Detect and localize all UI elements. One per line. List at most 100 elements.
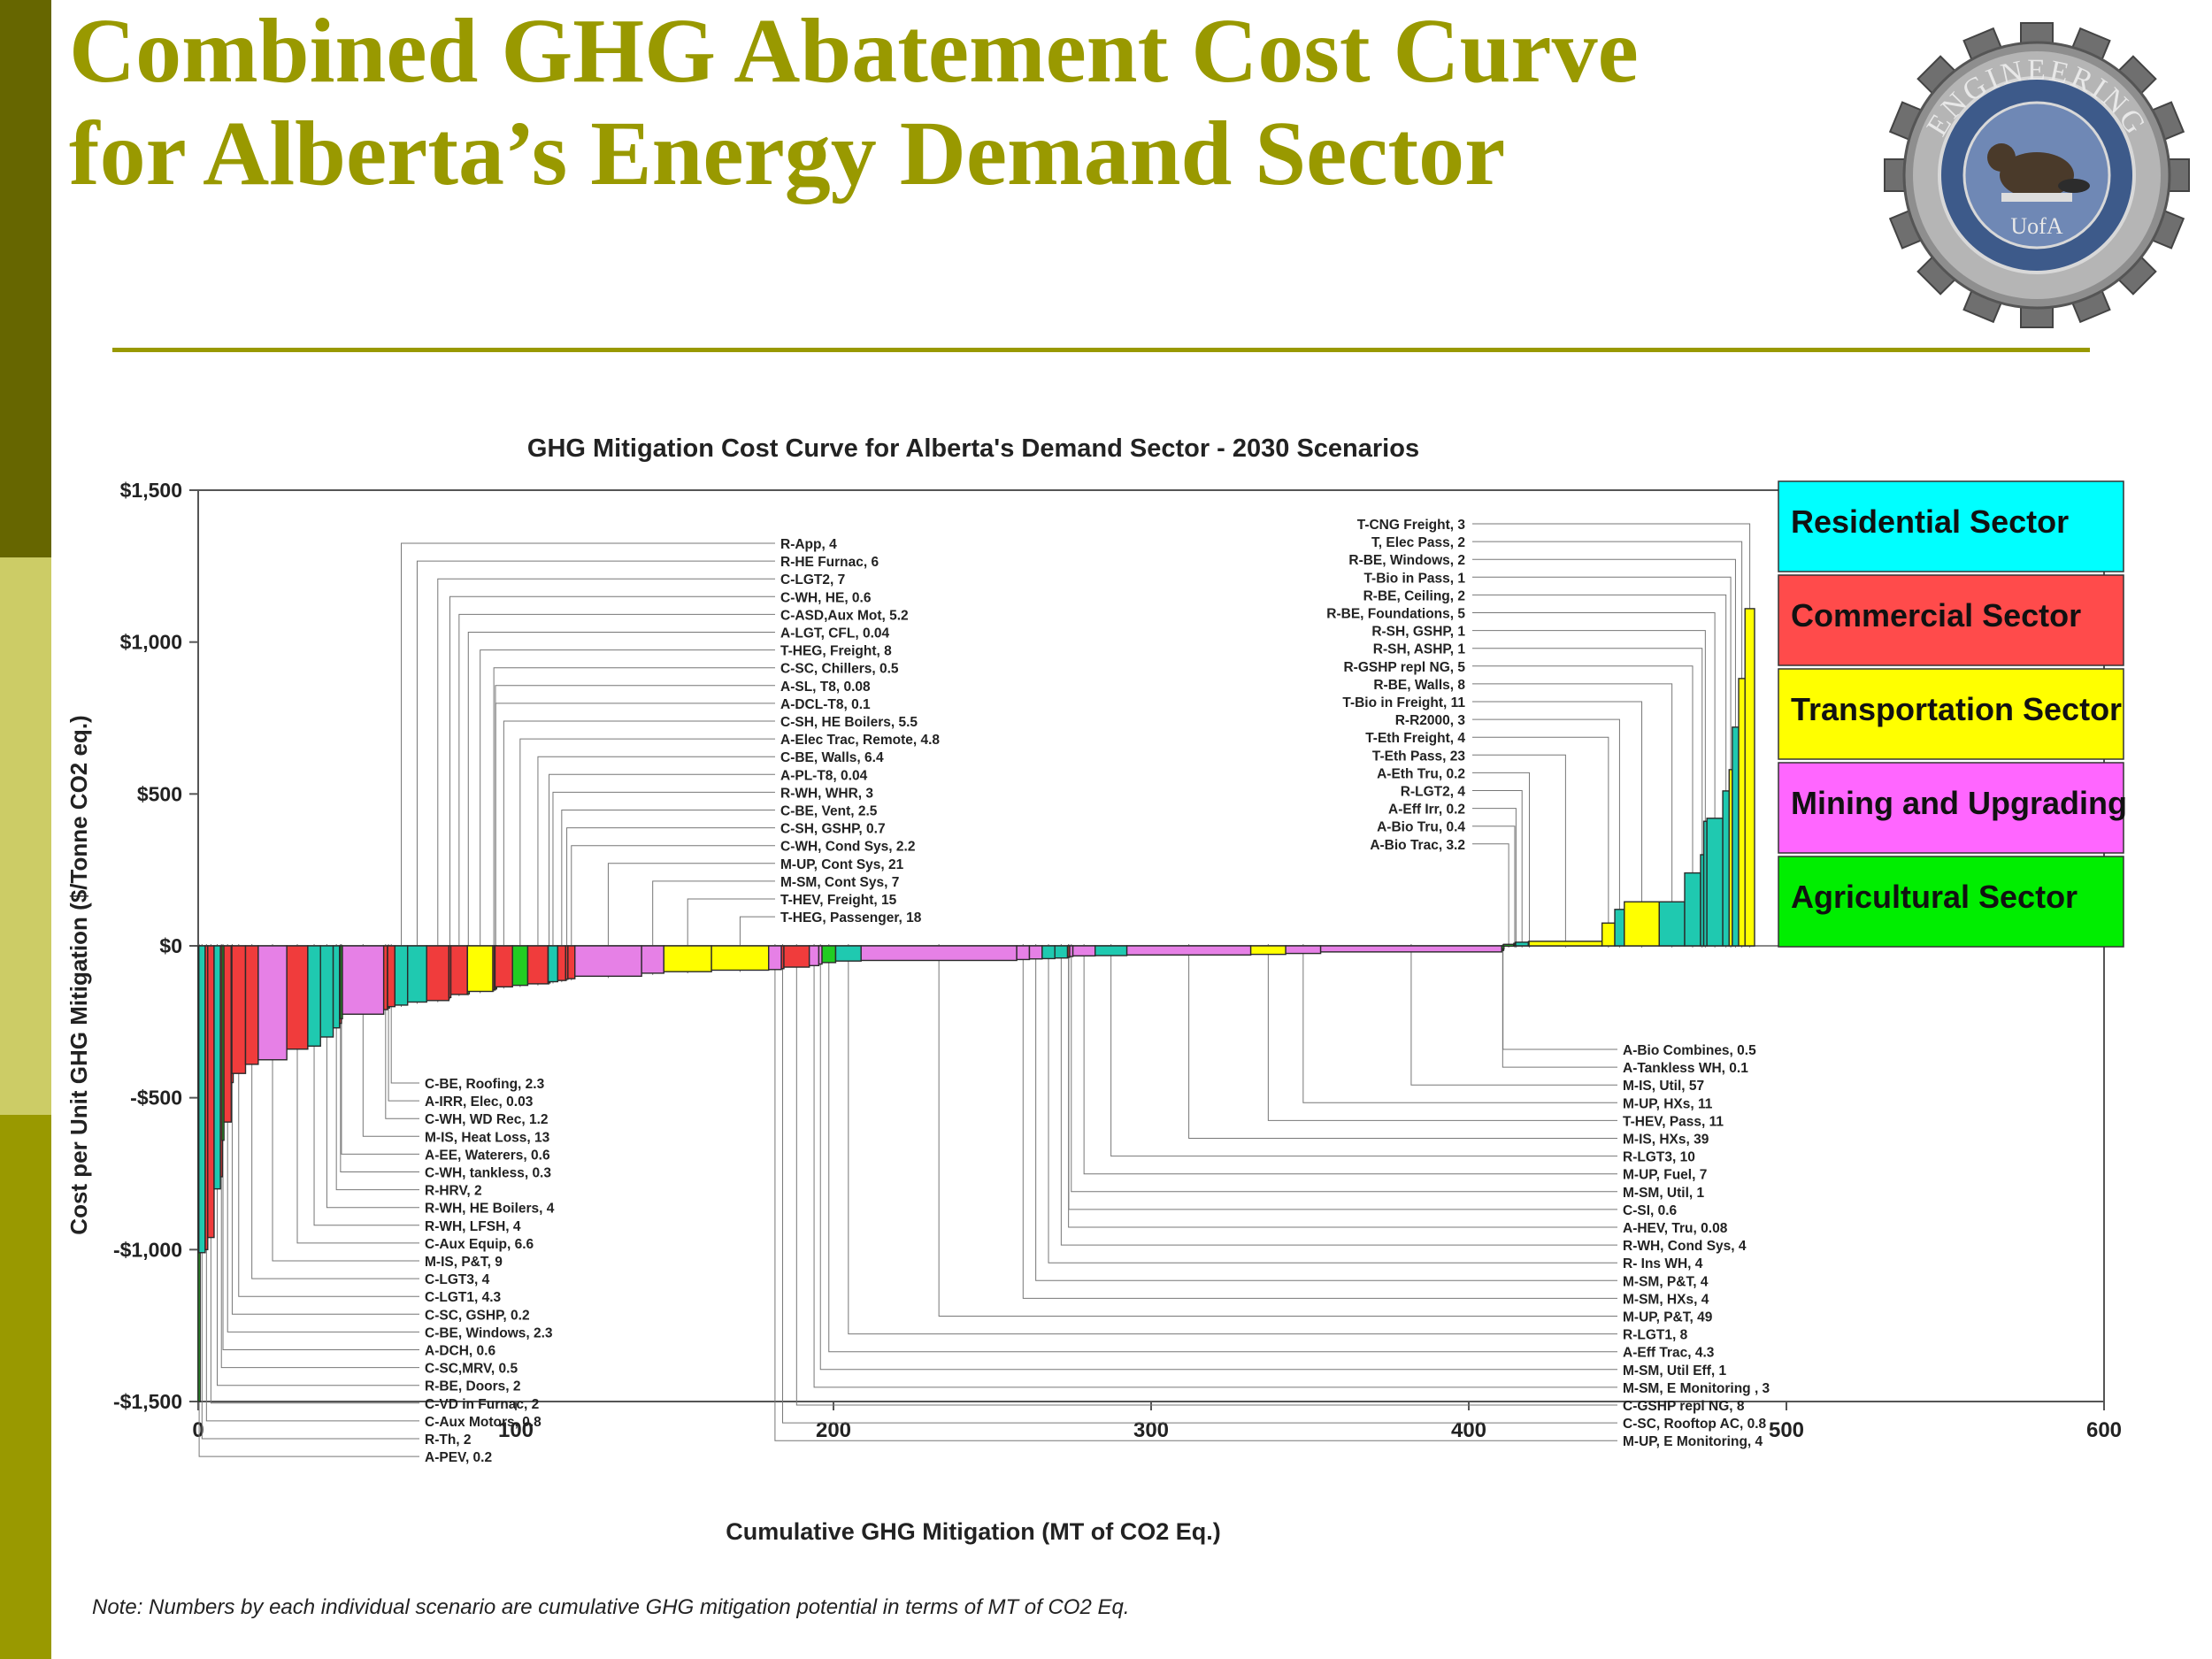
callout-leader (1472, 754, 1566, 948)
cost-bar (223, 945, 233, 1123)
callout-leader (1060, 944, 1617, 1246)
legend-swatch (1778, 480, 2124, 572)
cost-bar (783, 945, 810, 968)
cost-bar (1744, 608, 1755, 947)
callout-leader (1302, 944, 1617, 1103)
callout-label: R-WH, LFSH, 4 (425, 1219, 521, 1234)
callout-leader (1267, 944, 1617, 1121)
callout-label: R-LGT2, 4 (1401, 785, 1466, 800)
callout-leader (1472, 772, 1530, 948)
callout-label: C-VD in Furnac, 2 (425, 1397, 539, 1412)
callout-leader (1472, 648, 1703, 948)
y-tick-label: -$1,500 (113, 1390, 182, 1413)
callout-label: C-BE, Vent, 2.5 (780, 804, 878, 819)
callout-label: A-IRR, Elec, 0.03 (425, 1094, 534, 1110)
callout-leader (1083, 944, 1617, 1175)
cost-bar (1706, 818, 1724, 947)
cost-curve-chart: GHG Mitigation Cost Curve for Alberta's … (53, 400, 2212, 1659)
callout-leader (449, 595, 775, 1000)
legend-swatch (1778, 762, 2124, 854)
callout-leader (566, 827, 775, 981)
callout-label: T-Eth Freight, 4 (1365, 731, 1465, 746)
callout-label: C-LGT3, 4 (425, 1272, 490, 1287)
cost-bar (1285, 945, 1322, 955)
x-tick-label: 400 (1451, 1418, 1486, 1442)
callout-label: C-SC, GSHP, 0.2 (425, 1308, 530, 1323)
callout-label: A-Eff Trac, 4.3 (1623, 1346, 1715, 1361)
cost-bar (449, 945, 468, 995)
callout-label: A-EE, Waterers, 0.6 (425, 1148, 550, 1163)
cost-bar (286, 945, 309, 1050)
callout-label: A-Tankless WH, 0.1 (1623, 1061, 1748, 1076)
legend-label: Mining and Upgrading (1791, 785, 2127, 821)
x-tick-label: 0 (192, 1418, 204, 1442)
cost-bar (1732, 726, 1740, 947)
callout-label: A-PL-T8, 0.04 (780, 768, 868, 783)
callout-leader (1472, 843, 1509, 948)
callout-label: C-SH, GSHP, 0.7 (780, 822, 886, 837)
gear-seal-icon: ENGINEERING UofA (1884, 22, 2190, 328)
callout-leader (1472, 683, 1673, 948)
callout-label: R-WH, Cond Sys, 4 (1623, 1239, 1747, 1254)
cost-bar (808, 945, 820, 967)
callout-label: R-BE, Ceiling, 2 (1363, 588, 1465, 603)
callout-leader (1502, 944, 1617, 1068)
callout-leader (416, 560, 775, 1004)
callout-label: M-IS, HXs, 39 (1623, 1133, 1709, 1148)
cost-bar (641, 945, 664, 974)
callout-leader (1472, 718, 1620, 948)
callout-label: C-SI, 0.6 (1623, 1203, 1678, 1218)
callout-leader (1068, 944, 1617, 1228)
cost-bar (1071, 945, 1096, 957)
slide-accent-bar-middle (0, 557, 51, 1115)
callout-leader (1502, 944, 1617, 1050)
callout-leader (938, 944, 1617, 1317)
callout-label: T-HEV, Freight, 15 (780, 893, 897, 908)
slide-accent-bar-top (0, 0, 51, 557)
callout-label: C-GSHP repl NG, 8 (1623, 1399, 1745, 1414)
cost-bar (710, 945, 770, 972)
legend-label: Residential Sector (1791, 503, 2069, 540)
x-tick-label: 100 (498, 1418, 534, 1442)
cost-bar (821, 945, 837, 964)
callout-label: A-DCL-T8, 0.1 (780, 697, 871, 712)
cost-bar (768, 945, 782, 971)
cost-bar (1515, 941, 1530, 947)
cost-bar (1528, 941, 1603, 947)
callout-leader (401, 542, 775, 1007)
cost-bar (1094, 945, 1128, 956)
callout-label: R-SH, GSHP, 1 (1371, 625, 1465, 640)
cost-bar (207, 945, 215, 1239)
slide-title-line1: Combined GHG Abatement Cost Curve (69, 0, 1639, 102)
callout-label: R-WH, WHR, 3 (780, 786, 873, 801)
cost-bar (257, 945, 288, 1061)
callout-label: T-Bio in Freight, 11 (1342, 695, 1465, 710)
cost-bar (860, 945, 1018, 962)
callout-label: C-Aux Motors, 0.8 (425, 1415, 541, 1430)
scenario-callouts: R-App, 4 R-HE Furnac, 6 C-LGT2, 7 C-WH, HE,… (425, 518, 1770, 1465)
callout-label: C-BE, Windows, 2.3 (425, 1325, 553, 1340)
cost-bar (342, 945, 385, 1015)
callout-label: A-HEV, Tru, 0.08 (1623, 1221, 1728, 1236)
cost-bar (1614, 909, 1625, 947)
callout-label: M-IS, Heat Loss, 13 (425, 1130, 550, 1145)
cost-bar (547, 945, 559, 983)
callout-label: A-Elec Trac, Remote, 4.8 (780, 733, 940, 748)
cost-bar (1684, 872, 1701, 947)
logo-inner-text: UofA (2010, 213, 2062, 239)
y-tick-label: -$1,000 (113, 1238, 182, 1261)
chart-axes: 0 100 200 300 400 500 600 $1,500 $1,000 $500 $0 -$5… (113, 479, 2122, 1442)
callout-leader (1071, 944, 1617, 1193)
cost-bar (1601, 922, 1616, 947)
callout-label: A-SL, T8, 0.08 (780, 680, 871, 695)
callout-label: A-LGT, CFL, 0.04 (780, 626, 890, 641)
cost-bar (198, 945, 206, 1254)
callout-leader (813, 944, 1617, 1388)
callout-label: R-App, 4 (780, 537, 837, 552)
callout-label: A-PEV, 0.2 (425, 1450, 492, 1465)
x-tick-label: 200 (816, 1418, 851, 1442)
callout-label: M-SM, E Monitoring , 3 (1623, 1381, 1770, 1396)
callout-leader (1410, 944, 1617, 1086)
callout-label: M-UP, Fuel, 7 (1623, 1168, 1707, 1183)
callout-leader (458, 613, 775, 996)
